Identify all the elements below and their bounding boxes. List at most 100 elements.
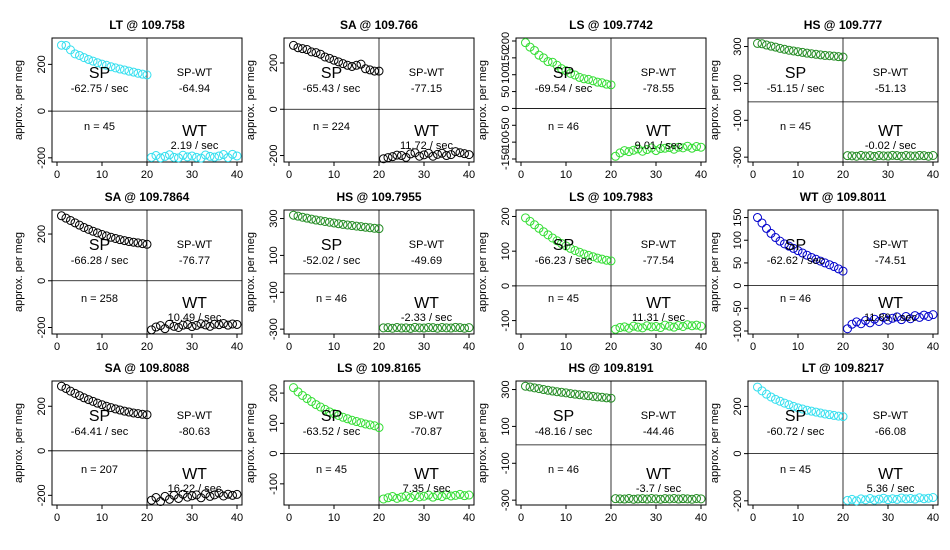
wt-point [879, 312, 888, 322]
sp-point [316, 402, 325, 412]
y-tick-label: 100 [500, 66, 512, 84]
sp-point [302, 213, 312, 223]
sp-point [374, 224, 384, 234]
panel-title: SA @ 109.8088 [105, 361, 190, 375]
wt-point [647, 322, 656, 332]
sp-point [597, 78, 607, 88]
wt-point [888, 494, 897, 504]
sp-point [838, 412, 848, 422]
wt-label: WT [646, 466, 671, 483]
y-axis-label: approx. per meg [709, 232, 721, 312]
sp-point [320, 52, 330, 62]
wt-point [910, 151, 920, 161]
sp-point [129, 408, 138, 418]
sp-point [70, 388, 80, 398]
x-tick-label: 10 [560, 169, 572, 181]
wt-point [383, 323, 393, 333]
sp-point [584, 74, 593, 84]
wt-point [638, 146, 647, 156]
y-axis-label: approx. per meg [709, 60, 721, 140]
sp-point [307, 214, 316, 224]
sp-point [142, 239, 152, 249]
wt-point [419, 323, 429, 333]
sp-point [575, 72, 584, 82]
sp-point [548, 386, 557, 396]
wt-point [919, 494, 929, 504]
sp-point [66, 215, 75, 225]
wt-rate: 11.72 / sec [400, 140, 453, 152]
y-tick-label: 0 [732, 283, 744, 289]
sp-point [811, 49, 821, 59]
sp-point [329, 218, 339, 228]
y-tick-label: 150 [732, 208, 744, 226]
y-tick-label: 100 [268, 414, 280, 432]
x-tick-label: 30 [882, 512, 894, 524]
wt-rate: 5.36 / sec [867, 483, 915, 495]
panel-4: HS @ 109.777 0 10 20 30 40 -300 -100 100 300 appro… [709, 18, 939, 181]
wt-point [660, 143, 670, 153]
wt-label: WT [878, 466, 903, 483]
sp-point [784, 400, 794, 410]
sp-point [579, 249, 589, 259]
sp-point [93, 58, 102, 68]
sp-point [302, 394, 312, 404]
wt-point [633, 322, 643, 332]
wt-point [861, 151, 870, 161]
sp-point [775, 396, 785, 406]
wt-point [692, 142, 701, 152]
sp-rate: -65.43 / sec [303, 83, 361, 95]
sp-point [584, 250, 593, 260]
y-tick-label: -100 [500, 452, 512, 474]
sp-label: SP [785, 408, 806, 425]
sp-point [365, 65, 375, 75]
sp-point [138, 239, 147, 249]
sp-point [311, 215, 321, 225]
wt-label: WT [414, 466, 439, 483]
y-tick-label: 0 [36, 108, 48, 114]
sp-point [79, 393, 89, 403]
wt-point [624, 323, 634, 333]
sp-point [753, 213, 762, 223]
y-tick-label: 0 [500, 283, 512, 289]
wt-point [615, 494, 625, 504]
wt-point [665, 494, 674, 504]
sp-point [57, 381, 66, 391]
sp-point [115, 235, 125, 245]
x-tick-label: 40 [927, 169, 939, 181]
wt-point [392, 493, 402, 503]
sp-point [93, 398, 102, 408]
wt-point [928, 150, 938, 160]
sp-point [70, 49, 80, 59]
sp-point [75, 50, 84, 60]
x-tick-label: 30 [418, 512, 430, 524]
wt-point [879, 151, 888, 161]
sp-point [298, 212, 307, 222]
sp-point [334, 219, 343, 229]
sp-point [811, 254, 821, 264]
sp-point [111, 404, 120, 414]
wt-point [847, 494, 857, 504]
wt-point [924, 151, 933, 161]
wt-point [232, 151, 242, 161]
sp-point [124, 237, 134, 247]
sp-point [811, 407, 821, 417]
x-tick-label: 10 [96, 169, 108, 181]
sp-point [552, 60, 562, 70]
diff-label: SP-WT [177, 239, 213, 251]
wt-point [651, 321, 661, 331]
panel-6: HS @ 109.7955 0 10 20 30 40 -300 -100 100 300 appr… [245, 190, 475, 353]
sp-point [138, 69, 147, 79]
x-tick-label: 20 [373, 341, 385, 353]
x-tick-label: 30 [650, 169, 662, 181]
n-count: n = 45 [316, 464, 347, 476]
wt-point [874, 494, 884, 504]
wt-point [852, 496, 861, 506]
sp-point [106, 232, 116, 242]
sp-point [84, 395, 93, 405]
wt-point [615, 148, 625, 158]
sp-point [298, 390, 307, 400]
wt-point [147, 152, 156, 162]
wt-point [201, 150, 210, 160]
sp-point [579, 74, 589, 84]
y-axis-label: approx. per meg [245, 232, 257, 312]
